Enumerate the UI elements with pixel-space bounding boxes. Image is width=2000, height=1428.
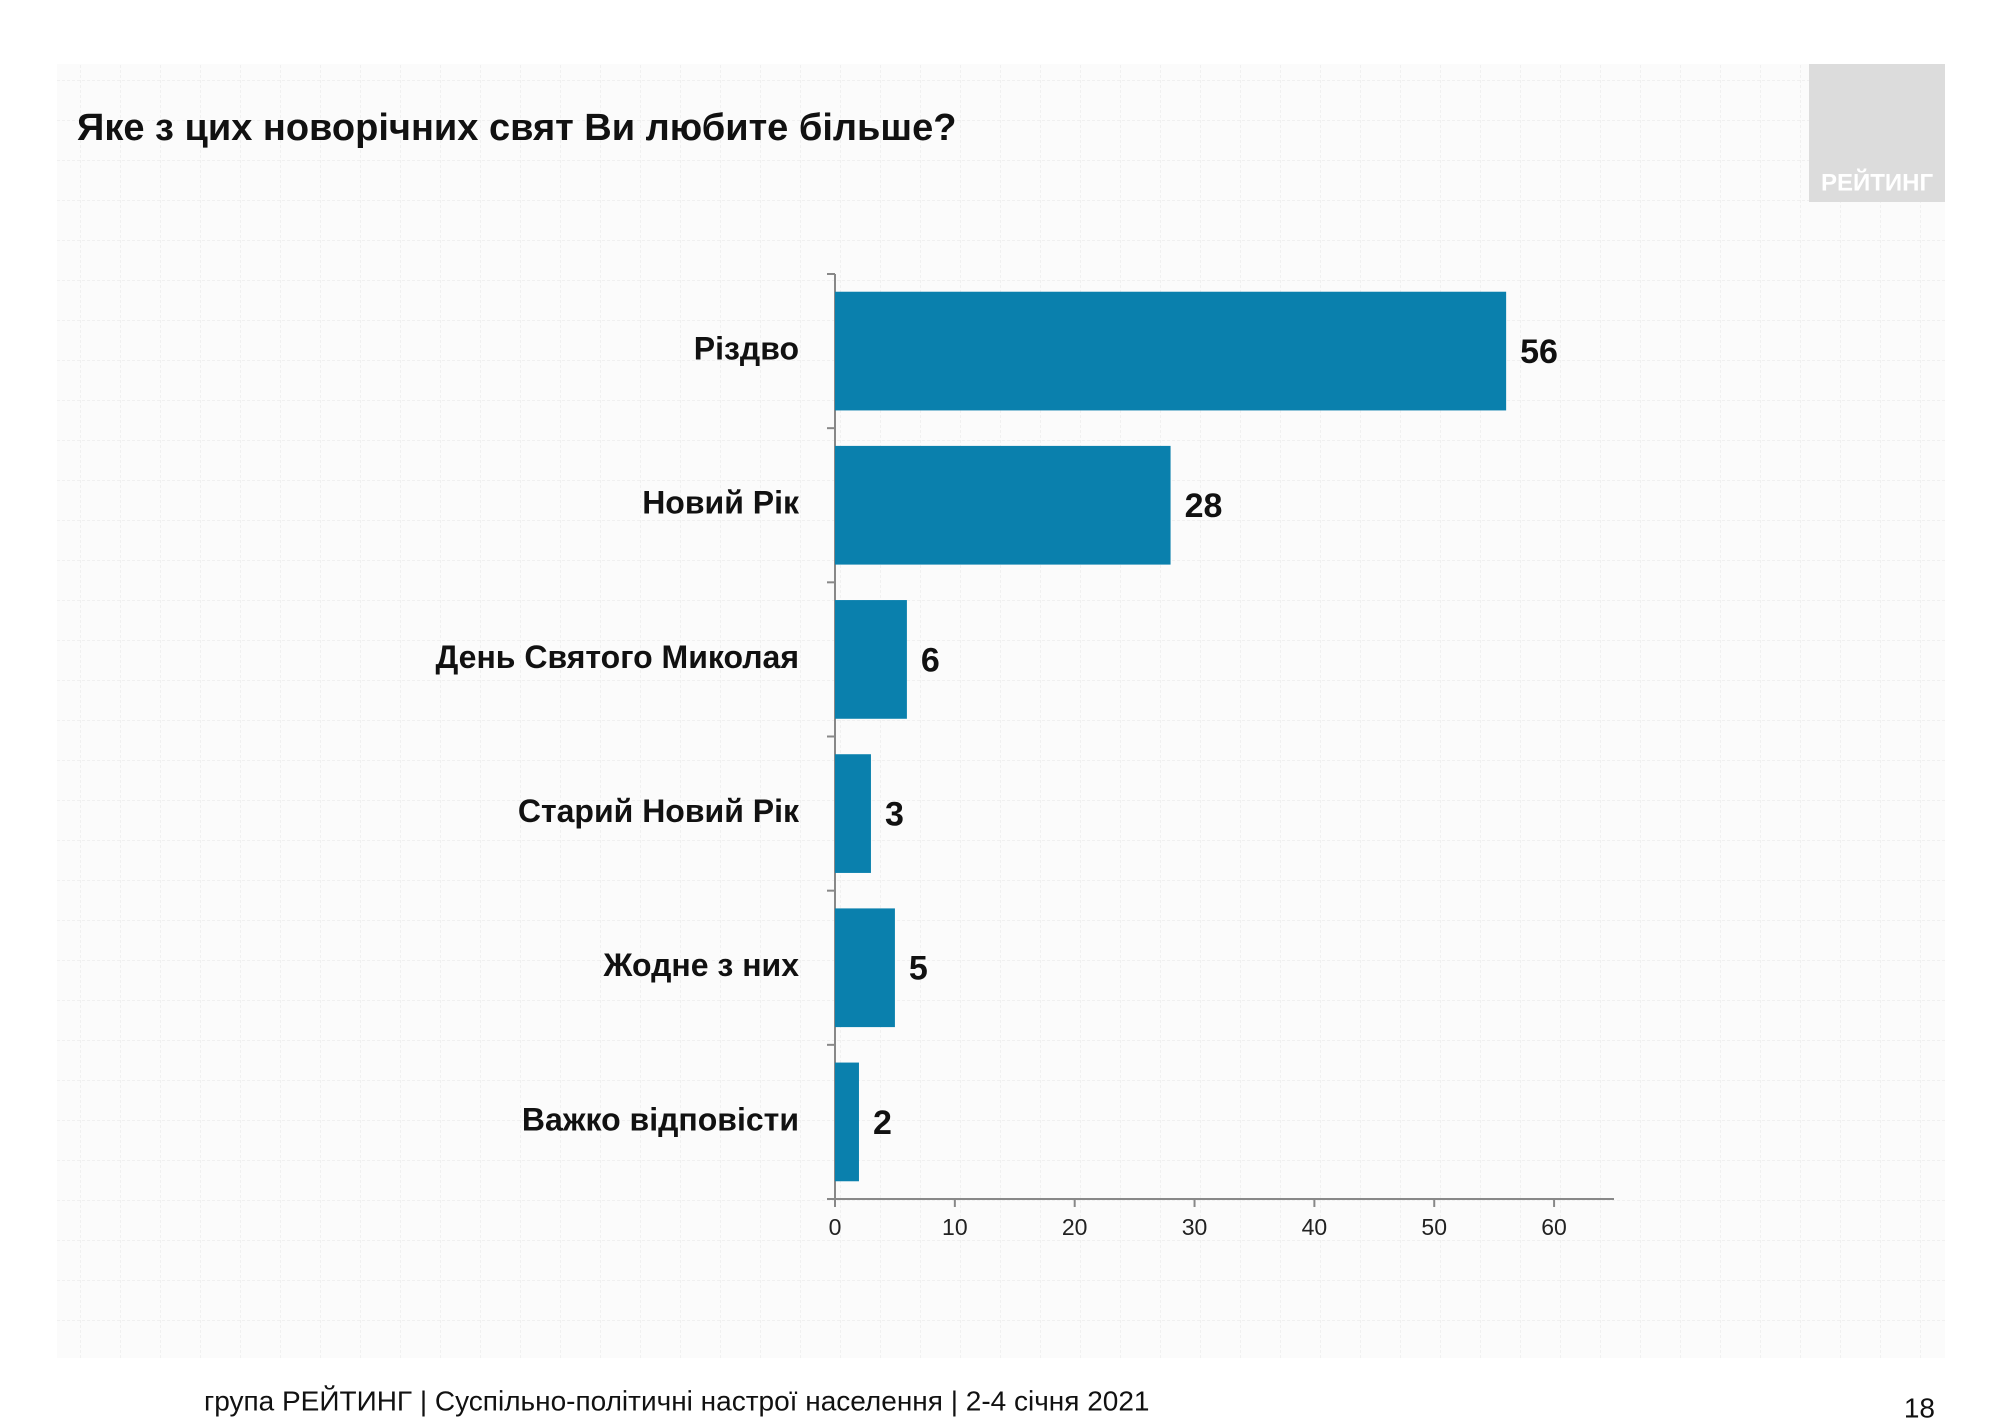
value-label: 3 xyxy=(885,796,904,834)
x-tick-label: 60 xyxy=(1541,1214,1567,1240)
value-label: 2 xyxy=(873,1104,892,1142)
x-tick-label: 50 xyxy=(1421,1214,1447,1240)
logo: РЕЙТИНГ xyxy=(1821,168,1934,196)
bar xyxy=(835,445,1171,565)
bar xyxy=(835,754,871,873)
category-label: Жодне з них xyxy=(602,947,799,983)
logo-box xyxy=(1809,64,1945,202)
category-label: Новий Рік xyxy=(642,485,800,521)
bar xyxy=(835,291,1507,411)
category-label: День Святого Миколая xyxy=(435,639,799,675)
bar xyxy=(835,908,895,1028)
x-tick-label: 30 xyxy=(1182,1214,1208,1240)
category-label: Старий Новий Рік xyxy=(518,793,800,829)
value-label: 28 xyxy=(1185,487,1223,525)
x-tick-label: 20 xyxy=(1062,1214,1088,1240)
x-tick-label: 40 xyxy=(1302,1214,1328,1240)
page-number: 18 xyxy=(1904,1392,1935,1423)
x-tick-label: 0 xyxy=(829,1214,842,1240)
value-label: 6 xyxy=(921,641,940,679)
x-tick-label: 10 xyxy=(942,1214,968,1240)
category-label: Важко відповісти xyxy=(522,1101,799,1137)
value-label: 56 xyxy=(1520,333,1558,371)
chart-title: Яке з цих новорічних свят Ви любите біль… xyxy=(77,107,956,149)
footer: група РЕЙТИНГ | Суспільно-політичні наст… xyxy=(204,1385,1150,1416)
bar xyxy=(835,1062,859,1182)
background-grid xyxy=(57,64,1945,1358)
value-label: 5 xyxy=(909,950,928,988)
category-label: Різдво xyxy=(694,331,799,367)
bar xyxy=(835,600,907,719)
